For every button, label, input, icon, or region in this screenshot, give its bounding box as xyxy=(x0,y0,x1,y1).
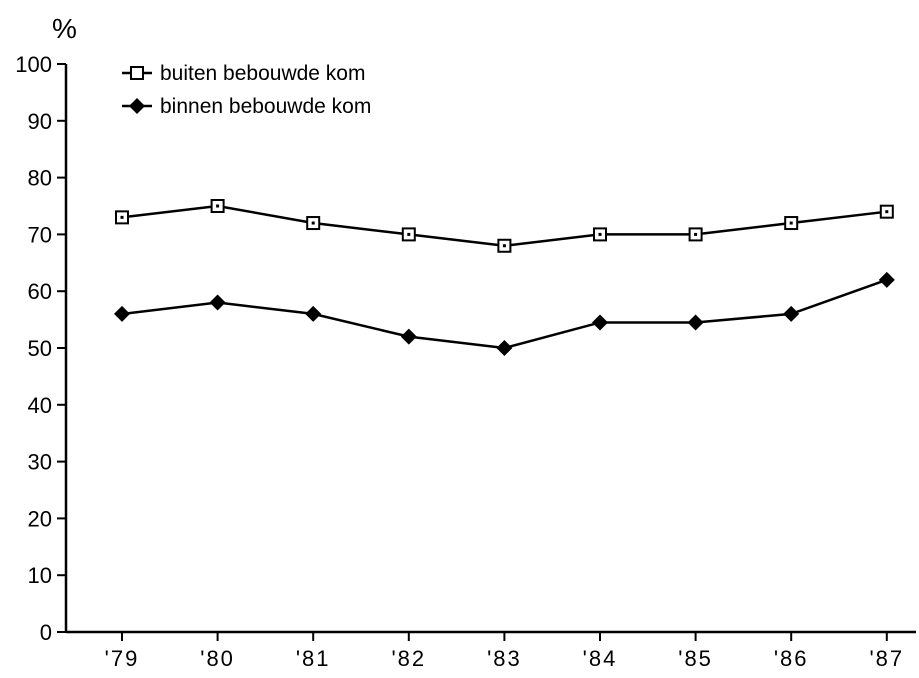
data-point-center xyxy=(311,221,315,225)
series-layer xyxy=(114,199,895,356)
x-tick-label: '87 xyxy=(869,646,904,671)
filled-diamond-marker-icon xyxy=(129,98,145,114)
open-square-marker-icon xyxy=(130,66,144,80)
y-tick-label: 20 xyxy=(28,506,52,531)
data-point-center xyxy=(885,210,889,214)
data-point xyxy=(305,305,322,322)
y-tick-label: 50 xyxy=(28,336,52,361)
x-tick-label: '83 xyxy=(487,646,522,671)
data-point-center xyxy=(694,232,698,236)
data-point xyxy=(878,271,895,288)
y-tick-label: 70 xyxy=(28,222,52,247)
y-tick-label: 0 xyxy=(40,620,52,645)
data-point xyxy=(209,294,226,311)
series-line xyxy=(121,278,888,350)
data-point xyxy=(400,328,417,345)
data-point-center xyxy=(120,215,124,219)
y-tick-label: 80 xyxy=(28,166,52,191)
legend-label-binnen: binnen bebouwde kom xyxy=(160,95,371,118)
x-tick-label: '81 xyxy=(296,646,331,671)
y-tick-label: 30 xyxy=(28,450,52,475)
y-tick-label: 40 xyxy=(28,393,52,418)
y-axis-ticks: 0 10 20 30 40 50 60 70 80 90 100 xyxy=(15,52,66,645)
y-tick-label: 10 xyxy=(28,563,52,588)
data-point-center xyxy=(216,204,220,208)
data-point xyxy=(496,340,513,356)
data-point xyxy=(114,305,130,322)
data-point-center xyxy=(407,232,411,236)
legend-item-buiten: buiten bebouwde kom xyxy=(122,62,365,85)
data-point-center xyxy=(502,244,506,248)
y-tick-label: 60 xyxy=(28,279,52,304)
legend-label-buiten: buiten bebouwde kom xyxy=(160,62,365,85)
series-binnen xyxy=(114,271,895,356)
data-point xyxy=(592,314,608,331)
x-axis-ticks: '79 '80 '81 '82 '83 '84 '85 '86 '87 xyxy=(105,632,904,671)
x-tick-label: '86 xyxy=(774,646,809,671)
x-tick-label: '80 xyxy=(200,646,235,671)
x-tick-label: '82 xyxy=(391,646,426,671)
y-tick-label: 100 xyxy=(15,52,52,77)
axes xyxy=(64,64,916,634)
data-point xyxy=(687,314,704,331)
y-axis-unit-label: % xyxy=(52,13,77,44)
legend-item-binnen: binnen bebouwde kom xyxy=(122,95,371,118)
data-point-center xyxy=(598,232,602,236)
y-tick-label: 90 xyxy=(28,109,52,134)
x-tick-label: '79 xyxy=(105,646,140,671)
legend: buiten bebouwde kom binnen bebouwde kom xyxy=(122,62,371,118)
series-buiten xyxy=(115,199,894,253)
x-tick-label: '85 xyxy=(678,646,713,671)
data-point-center xyxy=(789,221,793,225)
data-point xyxy=(783,305,800,322)
x-tick-label: '84 xyxy=(583,646,618,671)
